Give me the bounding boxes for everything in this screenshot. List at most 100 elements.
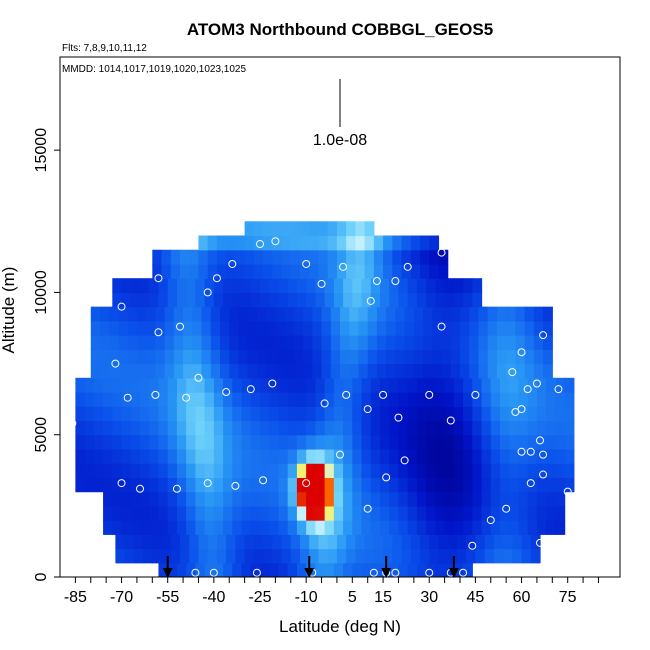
heatmap-cell <box>472 505 483 521</box>
heatmap-cell <box>564 448 575 464</box>
heatmap-cell <box>340 363 350 379</box>
heatmap-cell <box>158 491 169 507</box>
heatmap-cell <box>204 520 215 535</box>
heatmap-cell <box>496 335 507 350</box>
arrow-head <box>381 568 392 578</box>
heatmap-cell <box>167 505 178 521</box>
heatmap-cell <box>232 491 243 507</box>
heatmap-cell <box>472 392 483 407</box>
heatmap-cell <box>269 420 280 436</box>
heatmap-cell <box>161 249 172 265</box>
heatmap-cell <box>300 249 310 265</box>
sample-point <box>526 447 535 456</box>
heatmap-cell <box>333 292 344 308</box>
heatmap-cell <box>100 306 110 322</box>
heatmap-cell <box>327 534 338 550</box>
heatmap-cell <box>555 491 566 507</box>
heatmap-cell <box>93 463 104 478</box>
heatmap-cell <box>269 406 280 422</box>
chart-title: ATOM3 Northbound COBBGL_GEOS5 <box>187 20 493 39</box>
heatmap-cell <box>130 520 141 535</box>
heatmap-cell <box>312 320 323 336</box>
heatmap-cell <box>186 448 196 464</box>
heatmap-cell <box>380 505 390 521</box>
heatmap-cell <box>518 477 529 493</box>
heatmap-cell <box>349 363 360 379</box>
heatmap-cell <box>318 221 329 237</box>
heatmap-cell <box>213 562 224 577</box>
heatmap-cell <box>112 420 123 436</box>
heatmap-cell <box>90 320 101 336</box>
heatmap-cell <box>472 420 483 436</box>
heatmap-cell <box>260 406 270 422</box>
heatmap-cell <box>167 392 178 407</box>
heatmap-cell <box>376 335 387 350</box>
heatmap-cell <box>161 548 172 564</box>
sample-point <box>302 479 311 488</box>
heatmap-cell <box>352 477 363 493</box>
heatmap-cell <box>140 505 150 521</box>
heatmap-cell <box>315 392 326 407</box>
heatmap-cell <box>383 548 393 564</box>
heatmap-cell <box>426 505 436 521</box>
heatmap-cell <box>361 420 372 436</box>
heatmap-cell <box>373 263 384 279</box>
heatmap-cell <box>127 335 138 350</box>
heatmap-cell <box>407 491 418 507</box>
heatmap-cell <box>189 548 200 564</box>
heatmap-cell <box>269 505 280 521</box>
heatmap-cell <box>546 377 556 393</box>
heatmap-cell <box>527 463 538 478</box>
heatmap-cell <box>490 377 501 393</box>
heatmap-cell <box>481 491 492 507</box>
heatmap-cell <box>503 548 513 564</box>
heatmap-cell <box>367 320 378 336</box>
heatmap-cell <box>204 505 215 521</box>
heatmap-cell <box>152 548 163 564</box>
heatmap-cell <box>490 463 501 478</box>
heatmap-cell <box>216 263 227 279</box>
heatmap-cell <box>223 463 233 478</box>
heatmap-cell <box>500 392 510 407</box>
heatmap-cell <box>324 434 335 450</box>
heatmap-cell <box>404 306 415 322</box>
heatmap-cell <box>426 434 436 450</box>
heatmap-cell <box>324 491 335 507</box>
heatmap-cell <box>260 278 270 294</box>
heatmap-cell <box>361 562 372 577</box>
heatmap-cell <box>500 406 510 422</box>
heatmap-cell <box>481 434 492 450</box>
heatmap-cell <box>546 520 556 535</box>
heatmap-cell <box>355 263 366 279</box>
heatmap-cell <box>241 463 252 478</box>
heatmap-cell <box>75 477 86 493</box>
heatmap-cell <box>296 463 307 478</box>
heatmap-cell <box>423 306 433 322</box>
heatmap-cell <box>509 448 520 464</box>
heatmap-cell <box>509 377 520 393</box>
heatmap-cell <box>192 306 203 322</box>
heatmap-cell <box>269 377 280 393</box>
heatmap-cell <box>278 505 289 521</box>
heatmap-cell <box>158 406 169 422</box>
heatmap-cell <box>173 349 184 365</box>
heatmap-cell <box>515 335 526 350</box>
heatmap-cell <box>389 434 400 450</box>
heatmap-cell <box>220 363 230 379</box>
heatmap-cell <box>346 263 356 279</box>
heatmap-cell <box>287 448 298 464</box>
heatmap-cell <box>241 377 252 393</box>
heatmap-cell <box>170 263 181 279</box>
sample-point <box>302 259 311 268</box>
heatmap-cell <box>460 335 470 350</box>
heatmap-cell <box>281 221 292 237</box>
heatmap-cell <box>195 477 206 493</box>
heatmap-cell <box>167 377 178 393</box>
heatmap-cell <box>84 377 95 393</box>
heatmap-cell <box>564 420 575 436</box>
heatmap-cell <box>500 420 510 436</box>
heatmap-cell <box>340 335 350 350</box>
heatmap-cell <box>367 306 378 322</box>
heatmap-cell <box>284 363 295 379</box>
heatmap-cell <box>555 477 566 493</box>
